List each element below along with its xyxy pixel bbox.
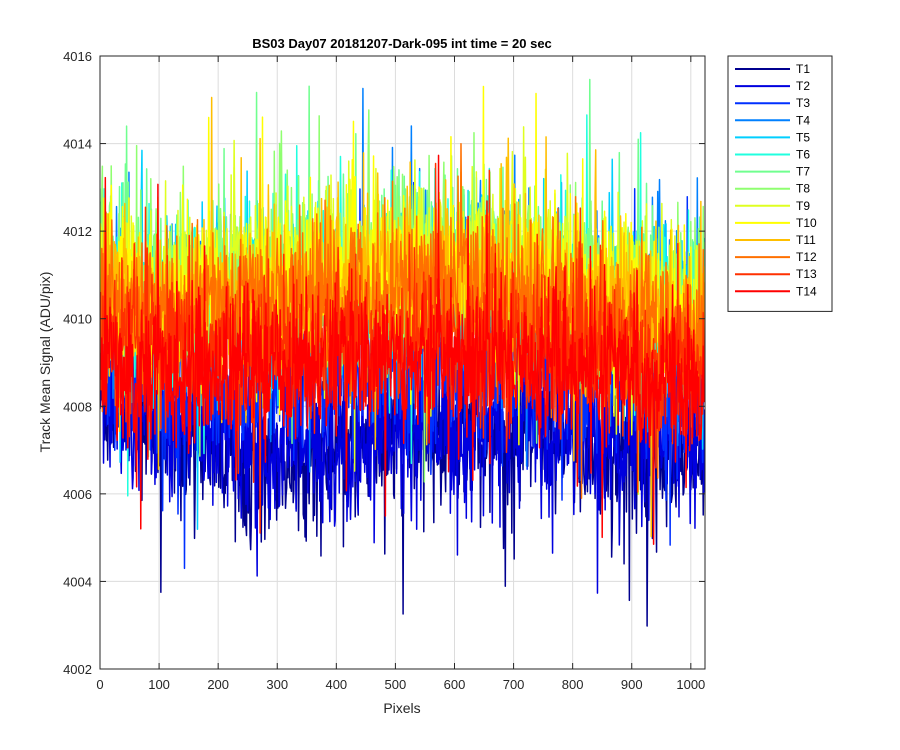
legend-label-T3: T3 <box>796 96 810 110</box>
legend-label-T11: T11 <box>796 233 816 247</box>
axis-ticks: 0 100 200 300 400 500 600 700 800 900 1000 4002 4004… <box>63 49 705 692</box>
x-tick-label-900: 900 <box>621 677 643 692</box>
series-line-T14 <box>100 154 705 546</box>
x-tick-label-400: 400 <box>325 677 347 692</box>
y-tick-label-4016: 4016 <box>63 49 92 64</box>
legend-label-T12: T12 <box>796 250 817 264</box>
y-tick-label-4002: 4002 <box>63 662 92 677</box>
y-tick-label-4008: 4008 <box>63 399 92 414</box>
x-tick-label-200: 200 <box>207 677 229 692</box>
legend-label-T14: T14 <box>796 284 817 298</box>
legend-label-T8: T8 <box>796 182 810 196</box>
x-tick-label-0: 0 <box>96 677 103 692</box>
x-tick-label-600: 600 <box>444 677 466 692</box>
y-tick-label-4012: 4012 <box>63 224 92 239</box>
legend-label-T9: T9 <box>796 199 810 213</box>
legend-label-T10: T10 <box>796 216 817 230</box>
y-tick-label-4014: 4014 <box>63 137 92 152</box>
legend-label-T1: T1 <box>796 62 810 76</box>
legend-label-T7: T7 <box>796 165 810 179</box>
y-tick-label-4010: 4010 <box>63 312 92 327</box>
legend-label-T6: T6 <box>796 148 810 162</box>
series-layer <box>100 78 705 627</box>
x-tick-label-300: 300 <box>266 677 288 692</box>
y-axis-label: Track Mean Signal (ADU/pix) <box>37 272 53 453</box>
legend-label-T4: T4 <box>796 113 810 127</box>
legend-label-T2: T2 <box>796 79 810 93</box>
x-tick-label-500: 500 <box>385 677 407 692</box>
x-tick-label-1000: 1000 <box>676 677 705 692</box>
x-axis-label: Pixels <box>383 700 420 716</box>
x-tick-label-800: 800 <box>562 677 584 692</box>
legend-box <box>727 55 833 312</box>
plot-frame <box>99 55 706 670</box>
legend-label-T5: T5 <box>796 130 810 144</box>
legend-label-T13: T13 <box>796 267 817 281</box>
x-tick-label-700: 700 <box>503 677 525 692</box>
y-tick-label-4006: 4006 <box>63 487 92 502</box>
legend: T1 T2 T3 T4 T5 T6 T7 T8 T9 T10 T11 T12 T13 T14 <box>727 55 833 312</box>
y-tick-label-4004: 4004 <box>63 574 92 589</box>
x-tick-label-100: 100 <box>148 677 170 692</box>
chart-title: BS03 Day07 20181207-Dark-095 int time = … <box>252 36 552 51</box>
